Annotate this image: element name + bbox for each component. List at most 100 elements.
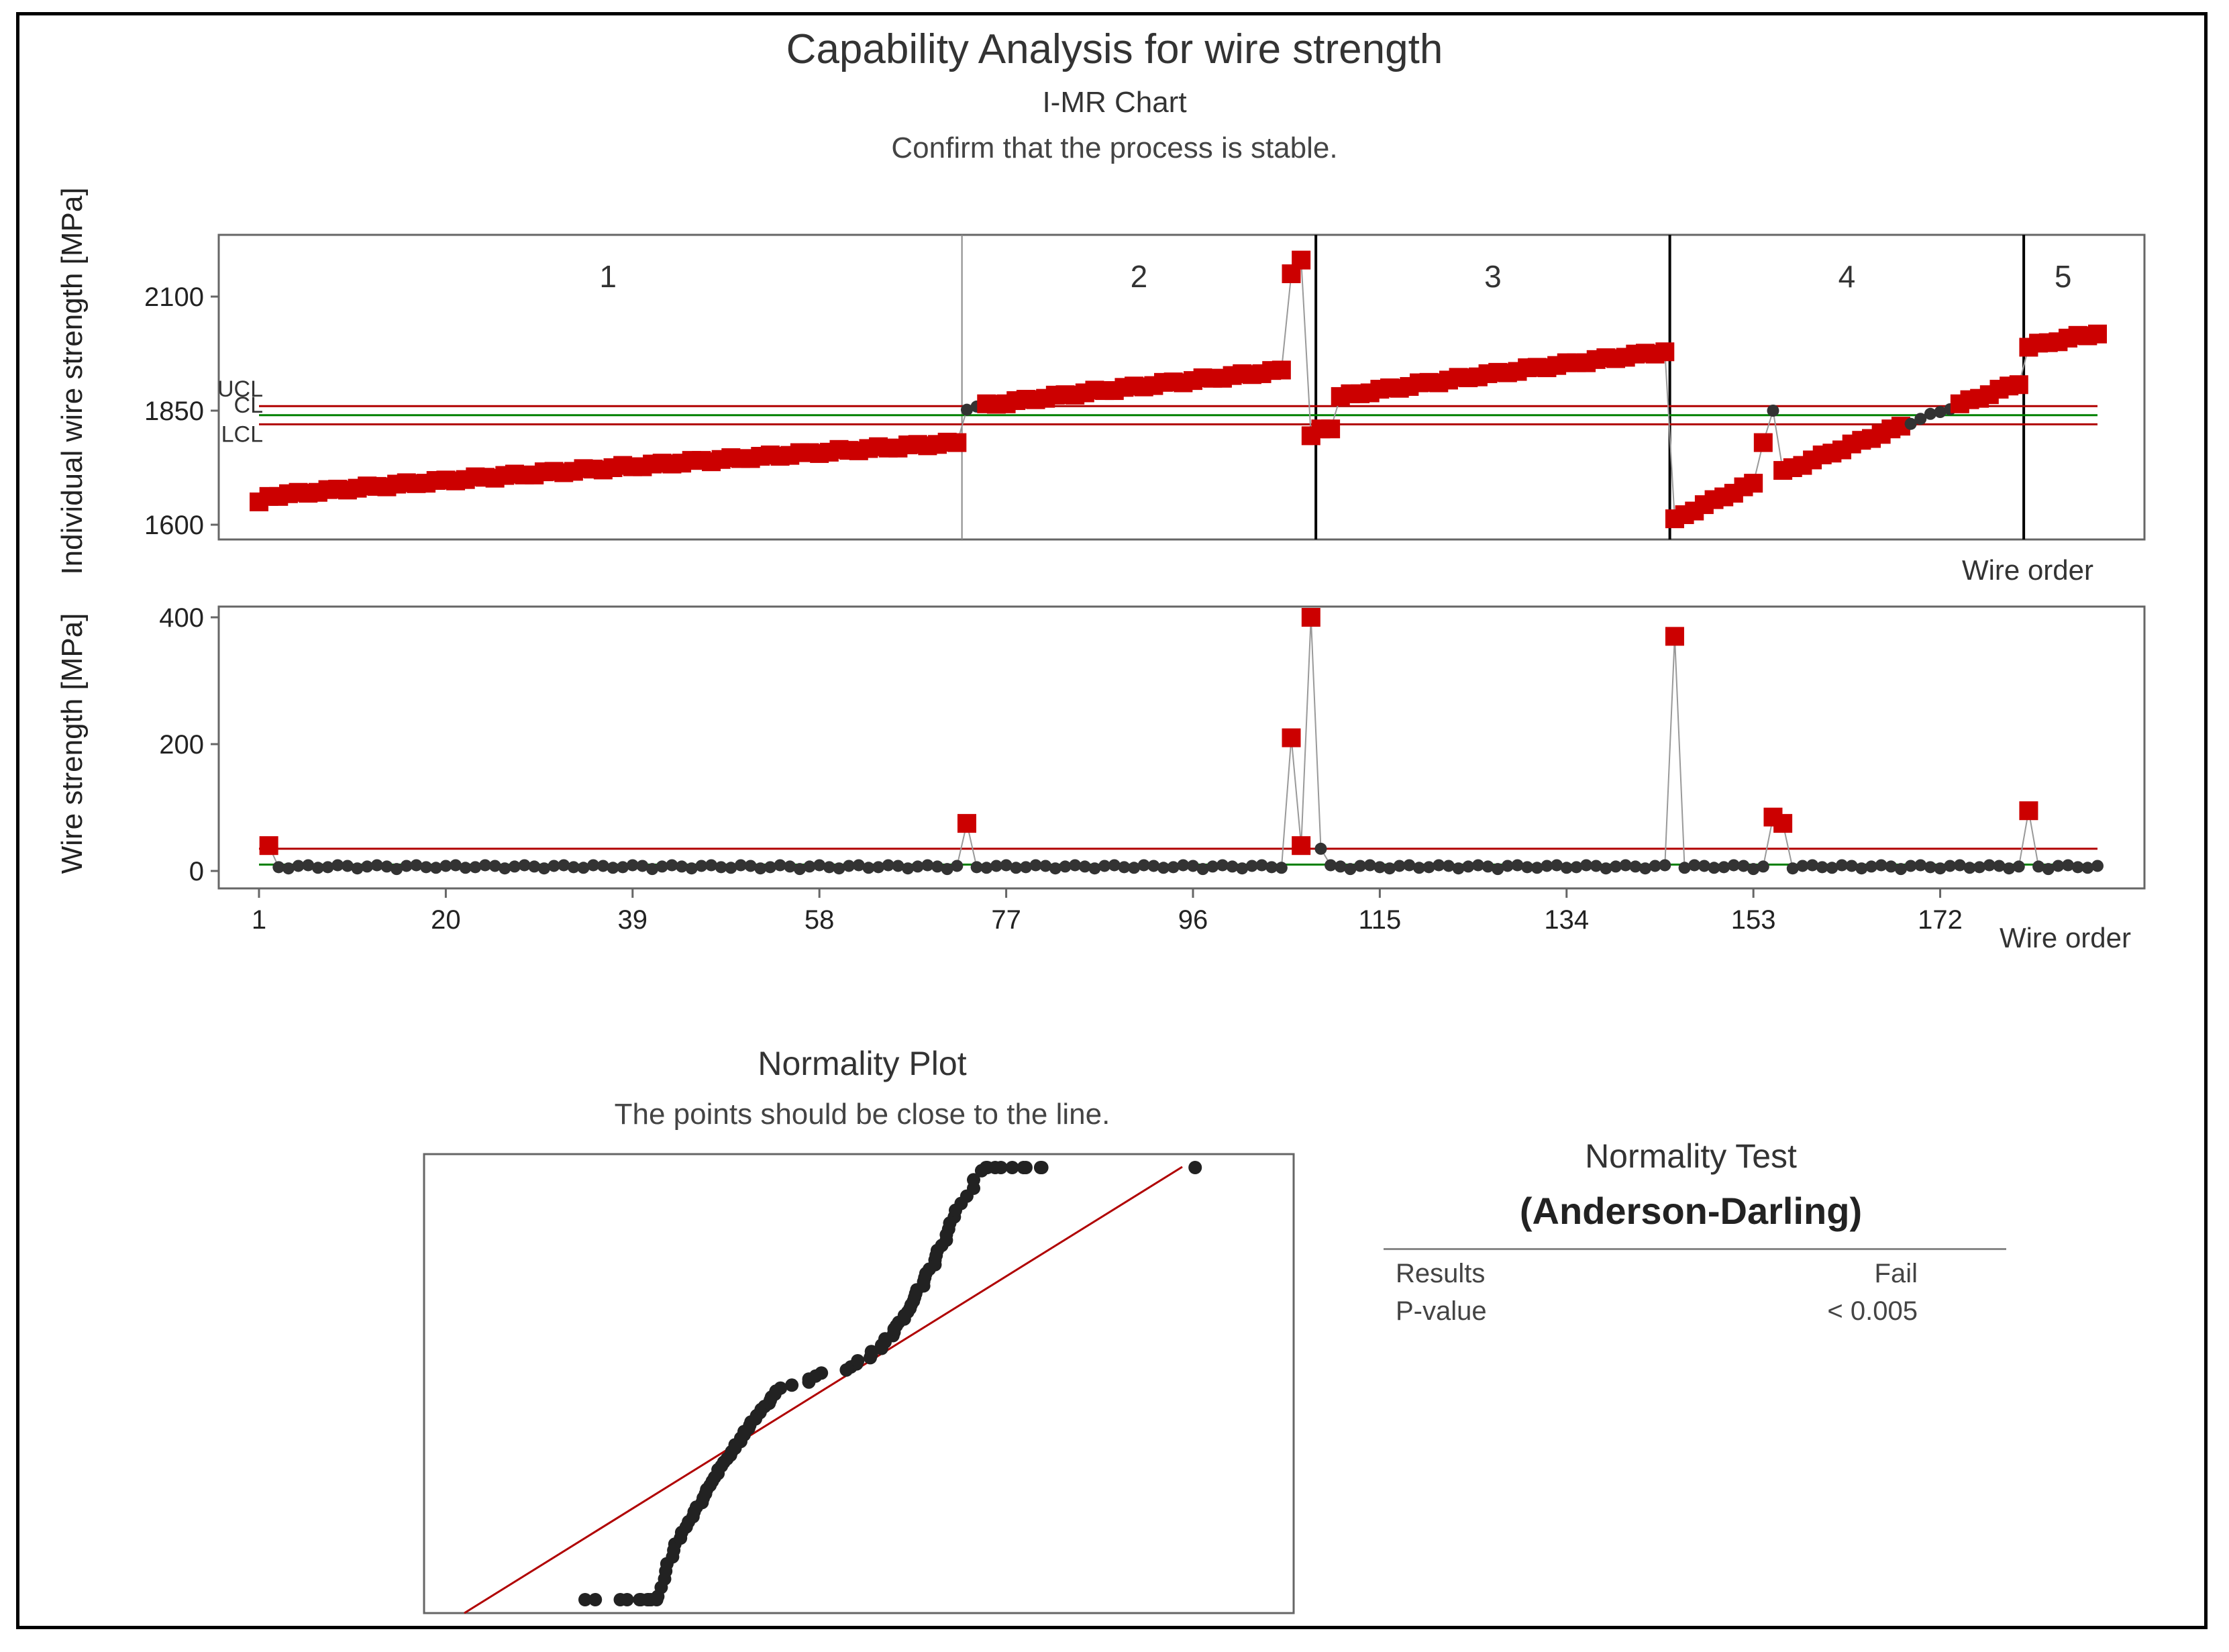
mr-point xyxy=(1226,860,1239,873)
individual-point-out xyxy=(1292,250,1311,270)
mr-point xyxy=(1275,862,1288,874)
mr-point xyxy=(1236,862,1249,875)
mr-point xyxy=(2091,860,2104,872)
mr-point xyxy=(2062,859,2075,872)
mr-point xyxy=(302,859,315,872)
mr-point xyxy=(1069,859,1082,872)
mr-point xyxy=(892,860,904,872)
mr-point xyxy=(1786,862,1799,875)
normality-plot xyxy=(423,1153,1295,1614)
normality-point xyxy=(774,1381,788,1395)
mr-point xyxy=(1610,860,1622,873)
mr-point xyxy=(1412,862,1425,874)
mr-point xyxy=(931,860,944,873)
y-tick-label: 400 xyxy=(159,603,204,633)
mr-point-out xyxy=(1292,836,1311,856)
x-tick-label: 172 xyxy=(1918,905,1963,935)
mr-point xyxy=(793,863,806,876)
mr-point xyxy=(1206,860,1219,873)
mr-point xyxy=(813,859,826,872)
mr-point-out xyxy=(1773,814,1793,833)
mr-point xyxy=(2042,863,2055,876)
x-tick-label: 77 xyxy=(991,905,1021,935)
normality-point xyxy=(864,1345,878,1359)
mr-point xyxy=(1688,859,1701,872)
mr-point xyxy=(744,860,757,872)
mr-point xyxy=(1973,861,1986,874)
normality-point xyxy=(851,1354,865,1367)
mr-point xyxy=(321,861,334,874)
mr-point xyxy=(990,860,1002,872)
mr-point xyxy=(292,860,305,872)
x-tick-label: 96 xyxy=(1178,905,1208,935)
x-tick-label: 39 xyxy=(618,905,648,935)
mr-point xyxy=(607,862,619,874)
mr-point xyxy=(1737,860,1750,872)
mr-point xyxy=(361,860,374,873)
mr-point xyxy=(911,860,924,873)
mr-point xyxy=(1167,861,1180,874)
mr-point xyxy=(577,862,590,874)
mr-point xyxy=(1186,860,1199,872)
stage-label: 4 xyxy=(1838,259,1856,294)
mr-point xyxy=(646,863,659,876)
mr-point xyxy=(1442,860,1455,872)
mr-point xyxy=(774,859,786,872)
moving-range-plot-area xyxy=(217,605,2146,890)
mr-point xyxy=(1904,860,1917,872)
mr-point xyxy=(951,860,964,872)
mr-point xyxy=(1806,859,1819,872)
mr-point xyxy=(1894,863,1907,876)
mr-point xyxy=(429,862,442,874)
mr-point xyxy=(341,860,354,872)
mr-point xyxy=(1963,862,1976,874)
mr-point xyxy=(754,862,767,875)
mr-point-out xyxy=(1665,627,1684,646)
mr-point xyxy=(1511,859,1524,872)
mr-point xyxy=(941,863,953,876)
mr-point xyxy=(2032,860,2045,873)
mr-point xyxy=(1471,859,1484,872)
mr-point xyxy=(1108,859,1121,872)
normality-point xyxy=(967,1173,980,1187)
normality-plot-title: Normality Plot xyxy=(758,1045,967,1082)
individual-point-out xyxy=(947,433,967,452)
mr-point xyxy=(872,861,885,874)
mr-point xyxy=(1796,860,1809,872)
y-tick-label: 1850 xyxy=(144,397,204,426)
mr-point xyxy=(1363,859,1376,872)
mr-point xyxy=(1953,859,1966,872)
normality-point xyxy=(1005,1161,1019,1174)
mr-point xyxy=(469,861,482,874)
chart-subtitle: I-MR Chart xyxy=(1042,86,1187,119)
mr-point xyxy=(626,859,639,872)
stage-label: 5 xyxy=(2055,259,2072,294)
mr-point xyxy=(734,859,747,872)
y-tick-label: 0 xyxy=(189,857,204,886)
mr-point xyxy=(1708,862,1720,874)
mr-point xyxy=(685,862,698,875)
mr-point xyxy=(1019,861,1032,874)
mr-point xyxy=(2081,862,2094,874)
mr-point xyxy=(862,862,875,874)
normality-point xyxy=(994,1161,1008,1174)
mr-point-out xyxy=(957,814,976,833)
mr-point xyxy=(1659,859,1671,872)
mr-point xyxy=(970,861,983,874)
individuals-x-label: Wire order xyxy=(1962,554,2093,586)
mr-point xyxy=(1747,863,1760,876)
mr-point xyxy=(1983,859,1995,872)
mr-point xyxy=(823,861,835,874)
normality-point xyxy=(785,1378,799,1392)
normality-test-method: (Anderson-Darling) xyxy=(1519,1190,1863,1232)
mr-point xyxy=(1462,860,1475,873)
individual-point-out xyxy=(1655,342,1675,362)
mr-point xyxy=(380,860,393,873)
individual-point-out xyxy=(1744,474,1763,493)
mr-point xyxy=(1993,860,2006,872)
mr-point xyxy=(1118,861,1131,874)
normality-plot-subtitle: The points should be close to the line. xyxy=(614,1098,1110,1131)
mr-point xyxy=(1698,860,1710,872)
mr-point xyxy=(715,861,727,874)
